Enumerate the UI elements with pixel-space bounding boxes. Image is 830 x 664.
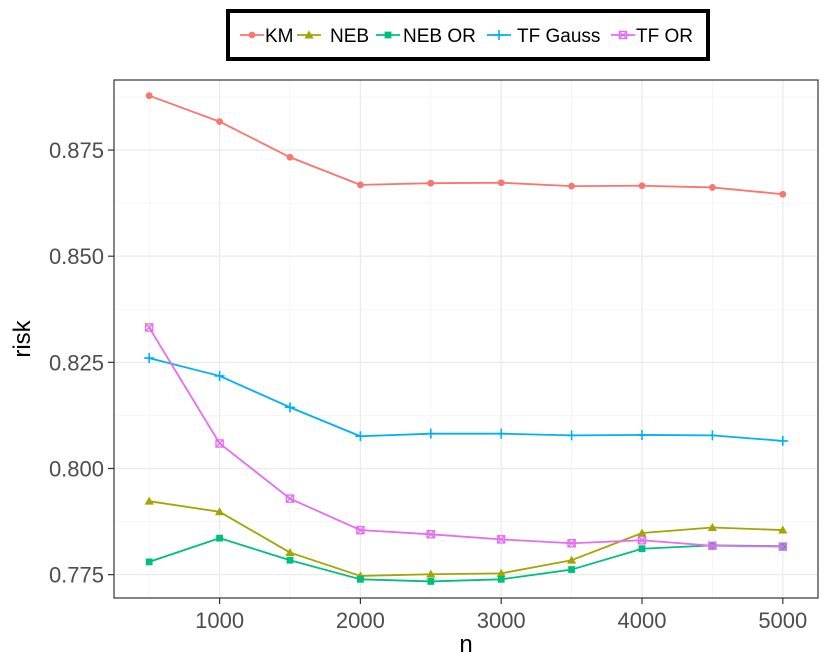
data-point: [216, 118, 224, 126]
y-axis-title: risk: [9, 319, 36, 357]
legend-item: NEB OR: [376, 26, 476, 47]
data-point: [425, 428, 436, 439]
legend-label: TF Gauss: [517, 26, 600, 47]
legend-item: TF Gauss: [487, 26, 600, 47]
legend-key-marker: [384, 31, 392, 39]
legend-key-marker: [494, 30, 504, 40]
legend: KM NEB NEB OR TF Gauss TF OR: [226, 9, 710, 61]
legend-label: NEB OR: [403, 26, 476, 47]
data-point: [355, 431, 366, 442]
series-neb: [144, 496, 788, 580]
legend-label: KM: [265, 26, 294, 47]
data-point: [778, 525, 788, 534]
legend-label: TF OR: [636, 26, 693, 47]
data-point: [709, 184, 716, 191]
data-point: [215, 439, 224, 448]
data-point: [286, 153, 294, 161]
grid: [114, 80, 818, 598]
plot-panel-border: [113, 79, 819, 599]
data-point: [285, 402, 295, 413]
data-point: [356, 525, 365, 535]
data-point: [426, 530, 436, 539]
legend-key-marker: [618, 30, 628, 40]
y-tick-label: 0.800: [49, 457, 104, 482]
legend-item: NEB: [297, 26, 369, 47]
data-point: [637, 429, 647, 440]
legend-label: NEB: [330, 26, 369, 47]
series-neb-or: [145, 534, 787, 585]
x-tick-label: 1000: [195, 608, 244, 633]
series-line: [148, 537, 783, 583]
data-point: [216, 534, 223, 542]
data-point: [637, 528, 647, 537]
data-point: [567, 538, 576, 548]
series-line: [149, 500, 783, 577]
y-tick-label: 0.825: [49, 350, 104, 375]
data-point: [778, 542, 788, 551]
data-point: [427, 578, 435, 585]
series-layer: [144, 92, 788, 585]
data-point: [215, 507, 225, 516]
data-point: [426, 569, 436, 578]
data-point: [568, 182, 575, 190]
data-point: [145, 92, 153, 100]
x-tick-label: 2000: [336, 608, 385, 633]
data-point: [707, 522, 717, 531]
legend-key-marker: [248, 31, 256, 39]
data-point: [144, 496, 154, 505]
series-km: [145, 92, 787, 198]
y-tick-label: 0.850: [49, 244, 104, 269]
data-point: [427, 179, 435, 187]
data-point: [144, 323, 154, 332]
series-line: [148, 357, 783, 442]
series-tf-gauss: [144, 353, 788, 446]
data-point: [357, 575, 364, 583]
data-point: [568, 566, 575, 573]
x-tick-label: 5000: [758, 608, 807, 633]
data-point: [357, 181, 364, 189]
data-point: [496, 535, 506, 544]
data-point: [566, 430, 577, 441]
data-point: [144, 353, 155, 364]
y-tick-label: 0.775: [49, 563, 104, 588]
x-tick-label: 4000: [618, 608, 667, 633]
legend-item: KM: [240, 26, 294, 47]
data-point: [567, 555, 577, 564]
data-point: [497, 179, 505, 187]
legend-key-marker: [304, 30, 314, 39]
data-point: [145, 558, 153, 566]
data-point: [285, 494, 295, 503]
data-point: [285, 547, 295, 557]
data-point: [286, 556, 294, 564]
data-point: [637, 536, 647, 545]
x-tick-label: 3000: [477, 608, 526, 633]
series-line: [148, 94, 783, 196]
data-point: [496, 428, 507, 439]
axes: 0.775 0.800 0.825 0.850 0.875 1000 2000 3000 400…: [49, 138, 807, 633]
data-point: [779, 190, 787, 198]
data-point: [214, 370, 225, 381]
data-point: [497, 575, 505, 583]
data-point: [777, 435, 788, 446]
legend-item: TF OR: [611, 26, 693, 47]
data-point: [638, 545, 646, 553]
data-point: [496, 568, 506, 577]
series-line: [148, 327, 783, 548]
y-tick-label: 0.875: [49, 138, 104, 163]
series-tf-or: [144, 323, 788, 551]
data-point: [707, 430, 718, 441]
data-point: [708, 541, 717, 551]
data-point: [638, 182, 646, 190]
x-axis-title: n: [459, 631, 472, 658]
